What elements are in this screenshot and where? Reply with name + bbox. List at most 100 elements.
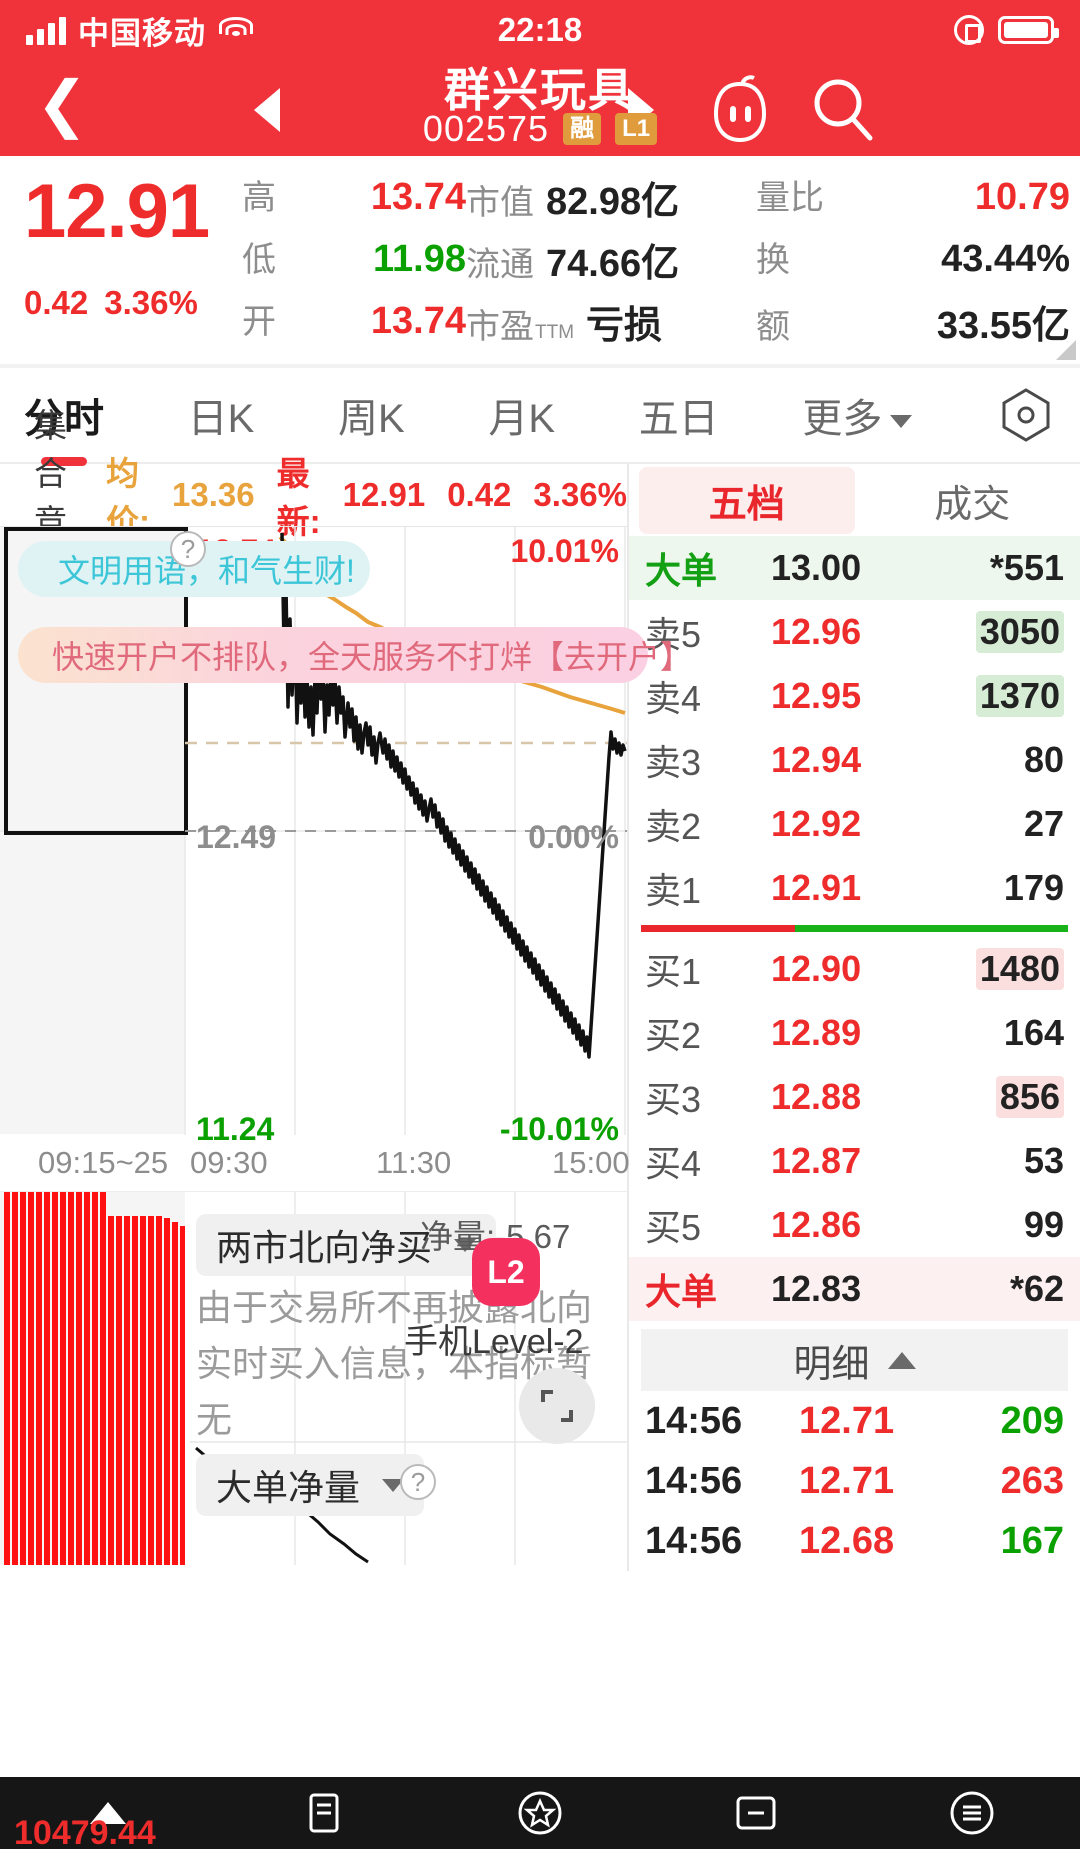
row-volume: 1480: [976, 948, 1064, 990]
index-ticker: 10479.44: [14, 1814, 156, 1853]
tab-more[interactable]: 更多: [802, 386, 912, 444]
row-price: 12.88: [761, 1076, 996, 1118]
tick-row[interactable]: 14:56 12.68 167: [629, 1511, 1080, 1571]
order-row-big-sell[interactable]: 大单 13.00 *551: [629, 536, 1080, 600]
tab-fiveday[interactable]: 五日: [639, 386, 719, 444]
row-name: 大单: [645, 1263, 761, 1315]
row-price: 12.86: [761, 1204, 1024, 1246]
signal-bars-icon: [26, 15, 66, 45]
tab-monthk[interactable]: 月K: [488, 386, 555, 444]
tab-dayk[interactable]: 日K: [188, 386, 255, 444]
document-icon: [302, 1791, 346, 1835]
change-value: 0.42: [24, 284, 88, 322]
time-axis: 09:15~25 09:30 11:30 15:00: [0, 1134, 627, 1192]
row-price: 12.89: [761, 1012, 1004, 1054]
intraday-chart[interactable]: 13.74 10.01% 12.49 0.00% 11.24 -10.01% ?…: [0, 526, 627, 1134]
nav-star[interactable]: [432, 1790, 648, 1836]
order-row-ask4[interactable]: 卖4 12.95 1370: [629, 664, 1080, 728]
row-value: 亏损: [586, 294, 662, 349]
chart-settings-icon[interactable]: [996, 385, 1056, 445]
indicator-label: 大单净量: [216, 1459, 360, 1511]
row-price: 12.92: [761, 803, 1024, 845]
order-row-ask2[interactable]: 卖2 12.92 27: [629, 792, 1080, 856]
chart-pane: 集合竞价 均价: 13.36 最新: 12.91 0.42 3.36%: [0, 464, 627, 1571]
tick-time: 14:56: [645, 1400, 785, 1443]
order-row-bid5[interactable]: 买5 12.86 99: [629, 1193, 1080, 1257]
fullscreen-icon[interactable]: [519, 1368, 595, 1444]
row-label: 市值: [466, 175, 534, 224]
row-price: 12.87: [761, 1140, 1024, 1182]
order-row-big-buy[interactable]: 大单 12.83 *62: [629, 1257, 1080, 1321]
status-right: [954, 15, 1054, 45]
latest-change-pct: 3.36%: [533, 476, 627, 514]
row-volume: 99: [1024, 1204, 1064, 1246]
order-book-pane: 五档 成交 大单 13.00 *551 卖5 12.96 3050 卖4 12.…: [627, 464, 1080, 1571]
volume-indicator-pane[interactable]: 两市北向净买 由于交易所不再披露北向实时买入信息，本指标暂无 大单净量 ? 净量…: [0, 1192, 627, 1565]
row-label: 量比: [756, 170, 824, 219]
tab-weekk[interactable]: 周K: [338, 386, 405, 444]
quote-row: 高 13.74: [242, 170, 466, 232]
row-volume: 164: [1004, 1012, 1064, 1054]
change-row: 0.42 3.36%: [24, 284, 242, 322]
row-value: 11.98: [373, 238, 466, 281]
tick-time: 14:56: [645, 1460, 785, 1503]
row-volume: 27: [1024, 803, 1064, 845]
chart-mid-price: 12.49: [196, 819, 276, 856]
tick-row[interactable]: 14:56 12.71 209: [629, 1391, 1080, 1451]
bottom-nav-bar: 10479.44: [0, 1777, 1080, 1849]
row-volume: 80: [1024, 739, 1064, 781]
row-volume: 53: [1024, 1140, 1064, 1182]
row-name: 买2: [645, 1007, 761, 1059]
nav-menu[interactable]: [864, 1790, 1080, 1836]
chevron-down-icon: [890, 415, 912, 428]
row-name: 大单: [645, 542, 761, 594]
row-name: 卖3: [645, 734, 761, 786]
row-price: 12.90: [761, 948, 976, 990]
row-label: 高: [242, 170, 338, 219]
indicator-label: 两市北向净买: [216, 1219, 432, 1271]
tab-five-level[interactable]: 五档: [639, 467, 855, 534]
tag-level: L1: [615, 113, 657, 145]
l2-badge[interactable]: L2: [472, 1238, 540, 1306]
nav-minus[interactable]: [648, 1793, 864, 1833]
bigorder-indicator-selector[interactable]: 大单净量: [196, 1454, 424, 1516]
detail-toggle-button[interactable]: 明细: [641, 1329, 1068, 1391]
order-row-bid2[interactable]: 买2 12.89 164: [629, 1001, 1080, 1065]
help-circle-icon[interactable]: ?: [400, 1464, 436, 1500]
axis-tick: 11:30: [376, 1145, 451, 1181]
detail-label: 明细: [793, 1333, 869, 1388]
order-row-ask1[interactable]: 卖1 12.91 179: [629, 856, 1080, 920]
row-value: 33.55亿: [937, 294, 1070, 349]
order-row-ask5[interactable]: 卖5 12.96 3050: [629, 600, 1080, 664]
ad-banner-open-account[interactable]: 快速开户不排队，全天服务不打烊【去开户】: [18, 627, 648, 683]
row-value: 13.74: [371, 300, 466, 343]
stock-code: 002575: [423, 108, 549, 150]
tick-price: 12.71: [785, 1400, 1001, 1443]
row-name: 卖2: [645, 798, 761, 850]
status-left: 中国移动: [26, 8, 254, 53]
order-book-tabs: 五档 成交: [629, 464, 1080, 536]
order-row-bid4[interactable]: 买4 12.87 53: [629, 1129, 1080, 1193]
order-row-bid1[interactable]: 买1 12.90 1480: [629, 937, 1080, 1001]
tick-row[interactable]: 14:56 12.71 263: [629, 1451, 1080, 1511]
tab-transactions[interactable]: 成交: [865, 473, 1080, 528]
row-label: 换: [756, 232, 790, 281]
row-price: 12.95: [761, 675, 976, 717]
order-row-bid3[interactable]: 买3 12.88 856: [629, 1065, 1080, 1129]
row-value: 13.74: [371, 176, 466, 219]
row-volume: 179: [1004, 867, 1064, 909]
order-row-ask3[interactable]: 卖3 12.94 80: [629, 728, 1080, 792]
nav-document[interactable]: [216, 1791, 432, 1835]
chat-banner-civility[interactable]: ? 文明用语，和气生财!: [18, 541, 370, 597]
expand-corner-icon[interactable]: [1056, 340, 1076, 360]
menu-list-icon: [949, 1790, 995, 1836]
axis-tick: 09:30: [190, 1145, 268, 1181]
help-circle-icon[interactable]: ?: [170, 531, 206, 567]
